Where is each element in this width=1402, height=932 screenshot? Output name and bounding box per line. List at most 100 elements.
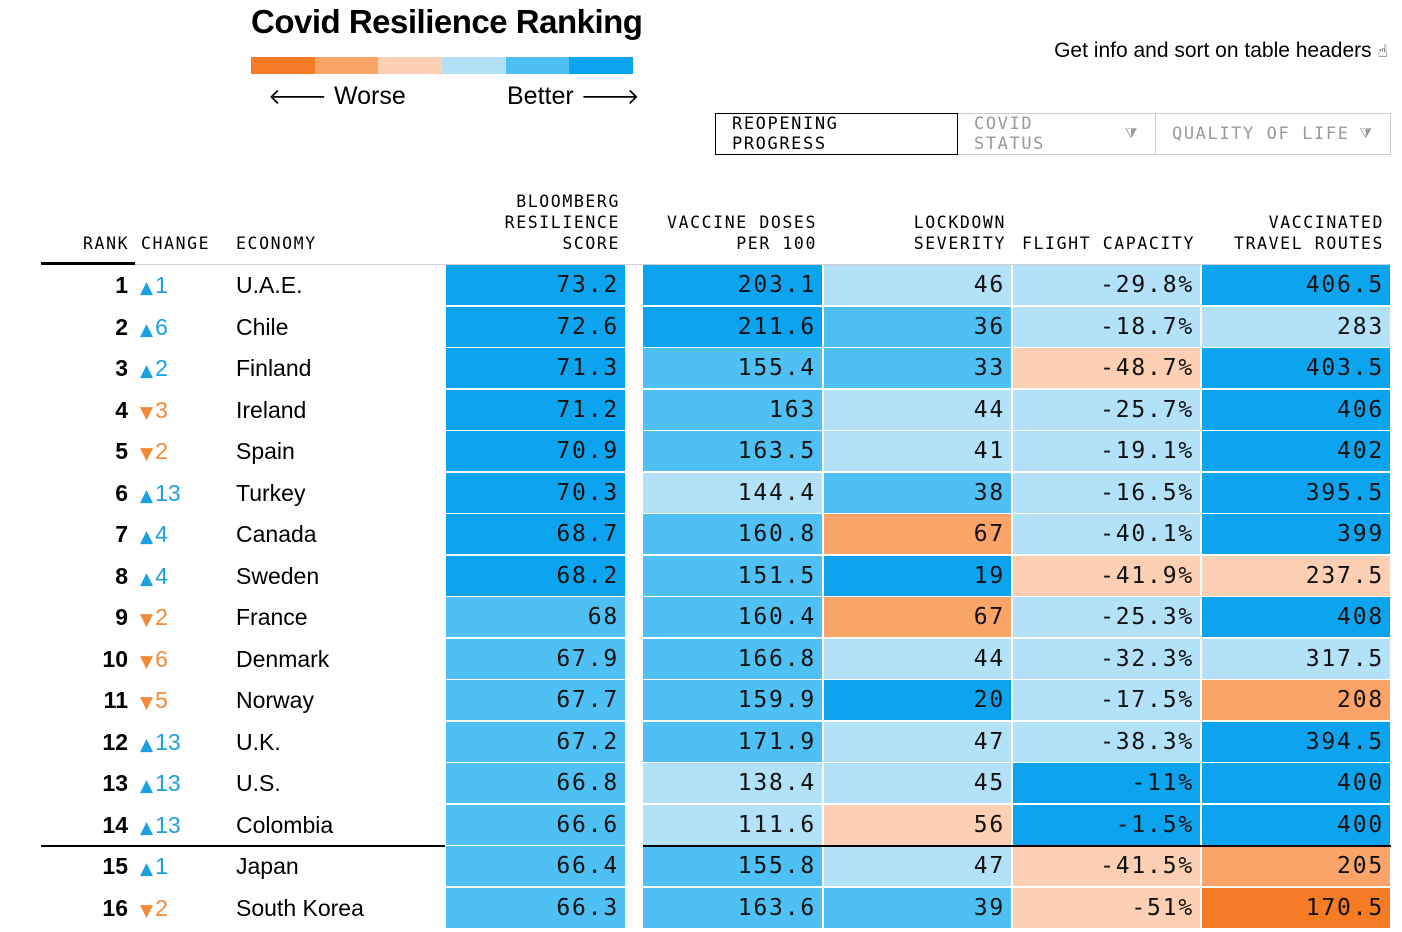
cell-vaccine: 159.9 [643, 680, 822, 720]
rank-change-value: 1 [155, 853, 168, 879]
cell-lockdown: 44 [824, 639, 1011, 679]
legend-swatch [315, 57, 379, 74]
cell-flight: -19.1% [1013, 431, 1200, 471]
rank-value: 11 [0, 680, 128, 722]
cell-vaccine: 151.5 [643, 556, 822, 596]
rank-change-value: 2 [155, 355, 168, 381]
triangle-up-icon: ▲ [140, 278, 153, 298]
legend-swatch [569, 57, 633, 74]
cell-vaccine: 163 [643, 390, 822, 430]
tab-reopening-progress[interactable]: REOPENING PROGRESS [715, 113, 958, 155]
column-header-resilience-score[interactable]: BLOOMBERG RESILIENCE SCORE [505, 191, 620, 254]
cell-score: 73.2 [446, 265, 625, 305]
tab-covid-status[interactable]: COVID STATUS ⧩ [958, 113, 1156, 155]
economy-name: Ireland [236, 390, 306, 432]
legend-better: Better 🡒 [507, 82, 640, 111]
cell-flight: -16.5% [1013, 473, 1200, 513]
cell-routes: 403.5 [1202, 348, 1390, 388]
column-header-economy[interactable]: ECONOMY [236, 233, 317, 254]
rank-value: 12 [0, 722, 128, 764]
rank-change: ▲4 [140, 556, 168, 601]
cell-lockdown: 38 [824, 473, 1011, 513]
cell-lockdown: 44 [824, 390, 1011, 430]
cell-vaccine: 160.4 [643, 597, 822, 637]
economy-name: Spain [236, 431, 295, 473]
cell-routes: 317.5 [1202, 639, 1390, 679]
cell-flight: -17.5% [1013, 680, 1200, 720]
triangle-up-icon: ▲ [140, 859, 153, 879]
cell-score: 68.2 [446, 556, 625, 596]
column-header-vaccine-doses[interactable]: VACCINE DOSES PER 100 [667, 212, 817, 254]
economy-name: Turkey [236, 473, 305, 515]
cell-vaccine: 138.4 [643, 763, 822, 803]
cell-score: 66.6 [446, 805, 625, 845]
rank-value: 7 [0, 514, 128, 556]
triangle-up-icon: ▲ [140, 776, 153, 796]
triangle-up-icon: ▲ [140, 818, 153, 838]
column-header-flight-capacity[interactable]: FLIGHT CAPACITY [1022, 233, 1195, 254]
cell-lockdown: 36 [824, 307, 1011, 347]
cell-score: 71.2 [446, 390, 625, 430]
rank-change: ▲13 [140, 473, 181, 518]
cell-flight: -1.5% [1013, 805, 1200, 845]
rank-change-value: 2 [155, 438, 168, 464]
cell-lockdown: 20 [824, 680, 1011, 720]
triangle-up-icon: ▲ [140, 486, 153, 506]
triangle-down-icon: ▼ [140, 444, 153, 464]
tab-label: REOPENING PROGRESS [732, 114, 941, 154]
cell-score: 68.7 [446, 514, 625, 554]
rank-change: ▲13 [140, 763, 181, 808]
filter-icon: ⧩ [1360, 126, 1374, 142]
legend-better-label: Better [507, 82, 574, 110]
cell-score: 66.8 [446, 763, 625, 803]
cell-score: 67.9 [446, 639, 625, 679]
tab-quality-of-life[interactable]: QUALITY OF LIFE ⧩ [1156, 113, 1391, 155]
column-header-change[interactable]: CHANGE [141, 233, 210, 254]
cell-score: 67.2 [446, 722, 625, 762]
column-header-lockdown-severity[interactable]: LOCKDOWN SEVERITY [914, 212, 1006, 254]
economy-name: U.K. [236, 722, 281, 764]
cell-lockdown: 39 [824, 888, 1011, 928]
rank-change: ▲4 [140, 514, 168, 559]
cell-routes: 400 [1202, 763, 1390, 803]
rank-change-value: 2 [155, 604, 168, 630]
rank-value: 1 [0, 265, 128, 307]
triangle-down-icon: ▼ [140, 901, 153, 921]
triangle-down-icon: ▼ [140, 693, 153, 713]
cell-vaccine: 155.8 [643, 846, 822, 886]
cell-score: 71.3 [446, 348, 625, 388]
cell-routes: 170.5 [1202, 888, 1390, 928]
cell-lockdown: 41 [824, 431, 1011, 471]
economy-name: Denmark [236, 639, 329, 681]
column-header-travel-routes[interactable]: VACCINATED TRAVEL ROUTES [1234, 212, 1384, 254]
cell-routes: 237.5 [1202, 556, 1390, 596]
rank-change-value: 6 [155, 314, 168, 340]
tab-label: QUALITY OF LIFE [1172, 124, 1350, 144]
legend-swatch [251, 57, 315, 74]
triangle-up-icon: ▲ [140, 320, 153, 340]
rank-change: ▲1 [140, 846, 168, 891]
rank-change-value: 13 [155, 770, 181, 796]
arrow-left-icon: 🡐 [268, 85, 327, 110]
rank-change: ▲13 [140, 722, 181, 767]
rank-change: ▲1 [140, 265, 168, 310]
cell-lockdown: 19 [824, 556, 1011, 596]
rank-change-value: 6 [155, 646, 168, 672]
rank-change: ▲6 [140, 307, 168, 352]
column-header-rank[interactable]: RANK [83, 233, 129, 254]
